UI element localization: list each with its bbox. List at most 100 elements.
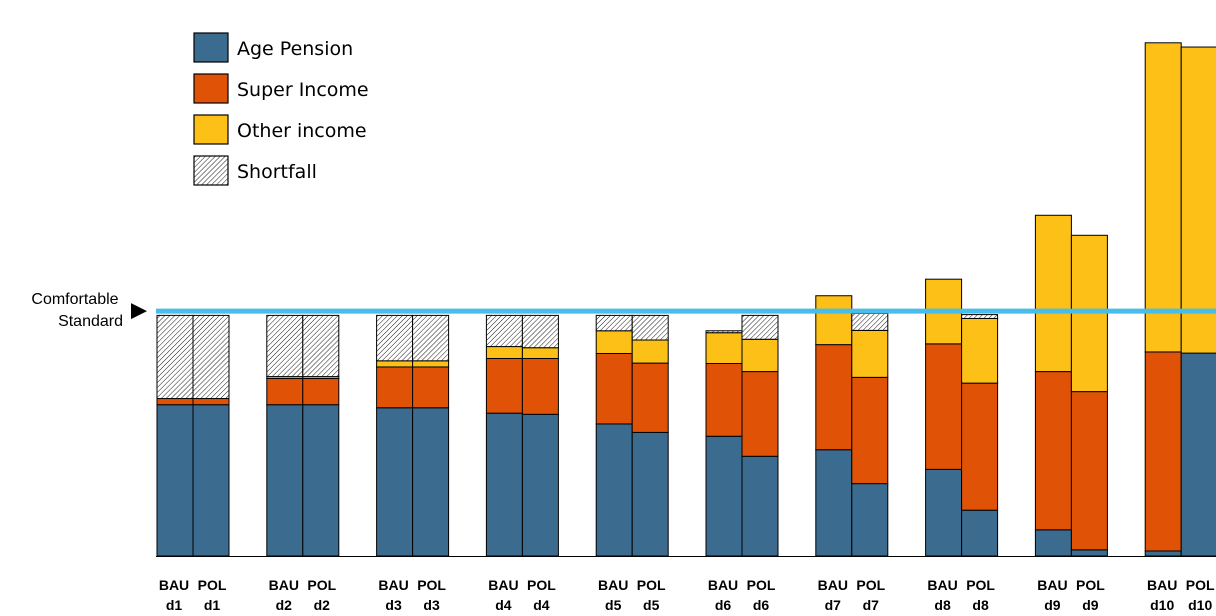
bar-segment-shortfall-bau-d5	[595, 314, 633, 332]
bar-segment-super-income-bau-d2	[266, 378, 304, 406]
bar-segment-age-pension-bau-d10	[1144, 550, 1182, 557]
x-tick-scenario-bau-d9: BAU	[1037, 577, 1067, 593]
bar-segment-super-income-pol-d6	[741, 371, 779, 457]
bar-segment-other-income-bau-d4	[485, 346, 523, 359]
bar-segment-shortfall-bau-d2	[266, 314, 304, 378]
bar-segment-age-pension-bau-d5	[595, 423, 633, 557]
legend-swatch-super-income	[193, 73, 229, 104]
legend-label-other-income: Other income	[237, 120, 367, 142]
bar-segment-other-income-pol-d10	[1180, 46, 1216, 354]
x-tick-group-bau-d3: d3	[385, 597, 402, 613]
bar-segment-other-income-pol-d8	[961, 317, 999, 384]
bar-segment-age-pension-bau-d8	[925, 468, 963, 557]
legend: Age Pension Super Income Other income Short…	[193, 32, 369, 186]
legend-swatch-age-pension	[193, 32, 229, 63]
x-tick-scenario-pol-d4: POL	[527, 577, 556, 593]
bar-segment-other-income-bau-d9	[1034, 214, 1072, 373]
bar-segment-other-income-pol-d4	[521, 347, 559, 359]
x-tick-group-bau-d9: d9	[1044, 597, 1061, 613]
legend-label-shortfall: Shortfall	[237, 161, 317, 183]
bar-segment-shortfall-bau-d4	[485, 314, 523, 348]
bar-segment-age-pension-pol-d6	[741, 455, 779, 557]
x-tick-scenario-pol-d3: POL	[417, 577, 446, 593]
bar-segment-shortfall-pol-d5	[631, 314, 669, 341]
x-tick-scenario-pol-d2: POL	[307, 577, 336, 593]
bar-segment-super-income-pol-d7	[851, 376, 889, 485]
reference-label-line-1: Comfortable	[31, 291, 118, 308]
bar-segment-other-income-bau-d6	[705, 332, 743, 365]
bar-segment-super-income-bau-d6	[705, 363, 743, 437]
bar-segment-other-income-bau-d10	[1144, 42, 1182, 353]
legend-label-super-income: Super Income	[237, 79, 369, 101]
x-tick-scenario-bau-d2: BAU	[269, 577, 299, 593]
bar-segment-shortfall-bau-d6	[705, 330, 743, 334]
x-tick-group-bau-d6: d6	[715, 597, 732, 613]
bar-segment-shortfall-pol-d7	[851, 312, 889, 331]
bar-segment-super-income-pol-d3	[412, 366, 450, 409]
x-tick-group-pol-d10: d10	[1188, 597, 1212, 613]
bar-segment-super-income-bau-d10	[1144, 351, 1182, 552]
bar-segment-other-income-bau-d5	[595, 330, 633, 354]
bar-segment-shortfall-pol-d8	[961, 314, 999, 319]
x-tick-scenario-bau-d7: BAU	[818, 577, 848, 593]
bar-segment-shortfall-pol-d6	[741, 314, 779, 340]
bars-layer	[156, 42, 1216, 557]
x-tick-scenario-bau-d10: BAU	[1147, 577, 1177, 593]
bar-segment-age-pension-pol-d5	[631, 431, 669, 557]
x-tick-scenario-bau-d6: BAU	[708, 577, 738, 593]
x-tick-group-bau-d5: d5	[605, 597, 622, 613]
x-tick-scenario-bau-d8: BAU	[927, 577, 957, 593]
bar-segment-age-pension-bau-d2	[266, 404, 304, 557]
bar-segment-super-income-pol-d4	[521, 357, 559, 415]
x-tick-group-pol-d4: d4	[533, 597, 550, 613]
bar-segment-other-income-pol-d3	[412, 360, 450, 368]
bar-segment-shortfall-pol-d3	[412, 314, 450, 362]
x-tick-group-bau-d7: d7	[825, 597, 842, 613]
x-tick-scenario-pol-d7: POL	[856, 577, 885, 593]
legend-swatch-shortfall	[193, 155, 229, 186]
bar-segment-other-income-bau-d3	[376, 360, 414, 368]
x-tick-scenario-bau-d4: BAU	[488, 577, 518, 593]
bar-segment-super-income-pol-d5	[631, 362, 669, 433]
bar-segment-super-income-pol-d2	[302, 378, 340, 406]
bar-segment-age-pension-pol-d2	[302, 404, 340, 557]
x-tick-group-pol-d7: d7	[863, 597, 880, 613]
bar-segment-age-pension-pol-d3	[412, 407, 450, 557]
x-tick-group-pol-d2: d2	[314, 597, 331, 613]
x-tick-scenario-pol-d1: POL	[198, 577, 227, 593]
bar-segment-super-income-pol-d8	[961, 382, 999, 511]
x-tick-scenario-pol-d5: POL	[637, 577, 666, 593]
bar-segment-super-income-bau-d8	[925, 343, 963, 470]
bar-segment-other-income-pol-d5	[631, 339, 669, 364]
bar-segment-shortfall-pol-d4	[521, 314, 559, 349]
bar-segment-shortfall-bau-d1	[156, 314, 194, 400]
legend-label-age-pension: Age Pension	[237, 38, 353, 60]
bar-segment-shortfall-bau-d3	[376, 314, 414, 362]
x-tick-scenario-pol-d9: POL	[1076, 577, 1105, 593]
x-tick-group-bau-d1: d1	[166, 597, 183, 613]
bar-segment-super-income-bau-d1	[156, 398, 194, 406]
bar-segment-super-income-bau-d7	[815, 344, 853, 451]
bar-segment-super-income-bau-d9	[1034, 371, 1072, 531]
bar-segment-age-pension-pol-d10	[1180, 352, 1216, 557]
bar-segment-age-pension-pol-d4	[521, 413, 559, 557]
bar-segment-super-income-pol-d1	[192, 398, 230, 406]
x-tick-scenario-bau-d5: BAU	[598, 577, 628, 593]
x-tick-group-pol-d6: d6	[753, 597, 770, 613]
bar-segment-age-pension-bau-d6	[705, 435, 743, 557]
bar-segment-age-pension-bau-d9	[1034, 529, 1072, 557]
x-tick-scenario-pol-d10: POL	[1186, 577, 1215, 593]
bar-segment-age-pension-bau-d3	[376, 407, 414, 557]
x-tick-scenario-bau-d1: BAU	[159, 577, 189, 593]
x-tick-labels: BAU d1 POL d1 BAU d2 POL d2 BAU d3 POL d3 BAU d4 POL d4…	[159, 577, 1215, 613]
x-tick-group-pol-d8: d8	[972, 597, 989, 613]
x-tick-group-bau-d4: d4	[495, 597, 512, 613]
bar-segment-age-pension-bau-d7	[815, 449, 853, 557]
bar-segment-shortfall-pol-d2	[302, 314, 340, 378]
reference-line-label: Comfortable Standard	[31, 291, 123, 330]
x-tick-group-pol-d5: d5	[643, 597, 660, 613]
x-tick-group-bau-d2: d2	[276, 597, 293, 613]
x-tick-group-bau-d10: d10	[1150, 597, 1174, 613]
bar-segment-age-pension-pol-d9	[1070, 549, 1108, 557]
